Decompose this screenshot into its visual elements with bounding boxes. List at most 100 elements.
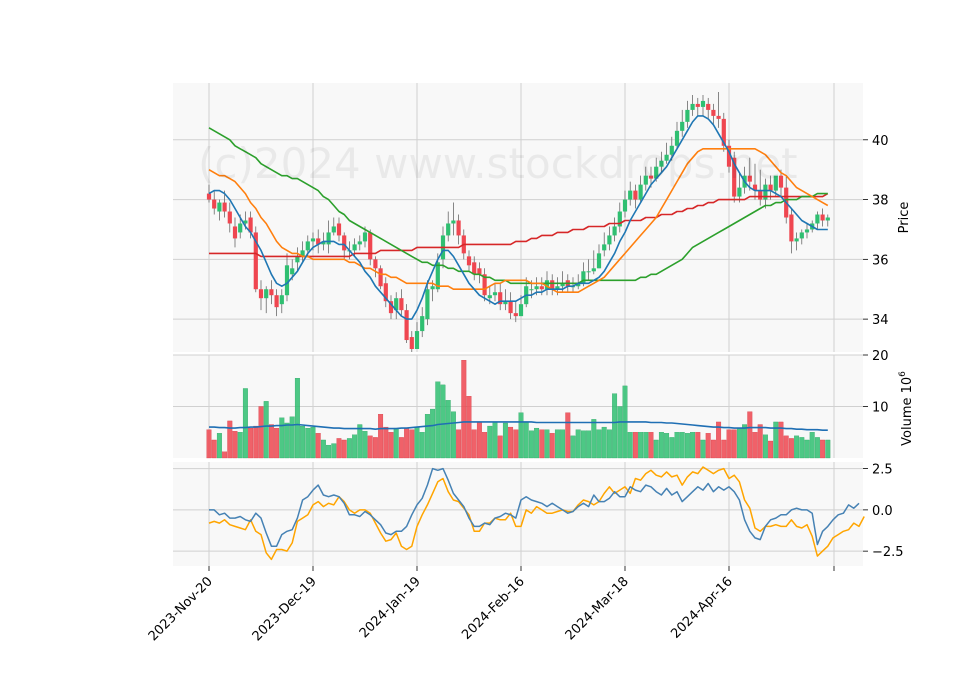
volume-bar	[549, 433, 555, 459]
candle-body	[773, 175, 778, 191]
y-tick-label: 20	[872, 349, 889, 364]
candle-body	[217, 202, 222, 212]
volume-bar	[742, 424, 748, 459]
candle-body	[628, 190, 633, 200]
volume-bar	[632, 432, 638, 459]
candle-body	[544, 280, 550, 290]
candle-body	[789, 214, 794, 242]
candle-body	[763, 184, 768, 200]
volume-bar	[570, 435, 576, 459]
volume-bar	[580, 430, 586, 459]
y-tick-label: −2.5	[872, 545, 904, 560]
candle-body	[378, 268, 383, 287]
candle-body	[825, 217, 830, 221]
volume-bar	[627, 432, 633, 459]
candle-body	[404, 310, 409, 341]
volume-bar	[456, 429, 462, 459]
volume-bar	[721, 439, 727, 459]
candle-body	[279, 295, 284, 305]
candle-body	[596, 253, 602, 269]
candle-body	[274, 295, 279, 308]
volume-bar	[284, 422, 290, 459]
candle-body	[477, 268, 482, 275]
candle-body	[258, 289, 264, 299]
volume-bar	[710, 439, 716, 459]
candle-body	[336, 223, 342, 236]
candle-body	[227, 211, 232, 224]
candle-body	[212, 199, 217, 209]
volume-bar	[242, 388, 248, 459]
candle-body	[310, 238, 316, 242]
candle-body	[456, 220, 461, 236]
volume-bar	[466, 396, 472, 459]
volume-bar	[492, 421, 498, 459]
volume-bar	[346, 438, 352, 459]
volume-bar	[528, 430, 534, 459]
volume-bar	[383, 426, 389, 459]
volume-bar	[768, 440, 774, 459]
candle-body	[721, 118, 726, 146]
candle-body	[674, 130, 680, 146]
volume-bar	[679, 432, 685, 459]
candle-body	[388, 301, 394, 314]
y-tick-label: 40	[872, 134, 889, 149]
volume-bar	[757, 424, 763, 459]
volume-bar	[690, 432, 696, 459]
x-tick-label: 2023-Dec-19	[250, 574, 320, 644]
candle-body	[352, 244, 357, 251]
candle-body	[399, 298, 404, 311]
candle-body	[414, 331, 420, 350]
candle-body	[248, 217, 253, 233]
candle-body	[305, 241, 310, 251]
candle-body	[326, 232, 331, 245]
osc-orange-line	[208, 466, 865, 561]
volume-bar	[747, 411, 753, 459]
osc-blue-line	[209, 467, 860, 547]
candle-body	[550, 280, 555, 290]
price-axis-label: Price	[897, 202, 912, 234]
candle-body	[680, 121, 685, 131]
candle-body	[222, 202, 227, 212]
volume-bar	[778, 421, 784, 459]
volume-bar	[638, 432, 644, 459]
volume-bar	[248, 427, 254, 459]
volume-bar	[565, 412, 571, 459]
volume-bar	[534, 427, 540, 459]
volume-bar	[804, 439, 810, 459]
volume-bar	[617, 406, 623, 459]
volume-bar	[362, 431, 368, 459]
candle-body	[466, 256, 472, 266]
candle-body	[487, 295, 492, 299]
candle-body	[316, 238, 321, 245]
candle-body	[206, 193, 212, 200]
volume-bar	[783, 435, 789, 459]
candle-body	[342, 235, 347, 251]
volume-bar	[305, 427, 311, 459]
x-tick-label: 2024-Apr-16	[668, 574, 735, 641]
candle-body	[669, 145, 674, 155]
volume-bar	[596, 429, 602, 459]
volume-bar	[409, 429, 415, 459]
candle-body	[368, 232, 373, 260]
volume-bar	[274, 427, 280, 459]
volume-bar	[294, 378, 300, 459]
volume-bar	[560, 429, 566, 459]
candle-body	[591, 268, 596, 272]
candle-body	[815, 214, 820, 224]
y-tick-label: 38	[872, 194, 889, 209]
candle-body	[706, 103, 711, 110]
candle-body	[264, 289, 269, 299]
candle-body	[804, 229, 810, 233]
candle-body	[430, 286, 435, 290]
candle-body	[295, 256, 300, 263]
candle-body	[700, 100, 706, 107]
candle-body	[513, 313, 518, 317]
volume-bar	[788, 438, 794, 459]
volume-bar	[762, 434, 768, 459]
candle-body	[420, 316, 425, 332]
y-tick-label: 34	[872, 313, 889, 328]
candle-body	[576, 283, 581, 287]
volume-bar	[279, 417, 285, 459]
volume-bar	[388, 432, 394, 459]
candle-body	[492, 292, 498, 296]
